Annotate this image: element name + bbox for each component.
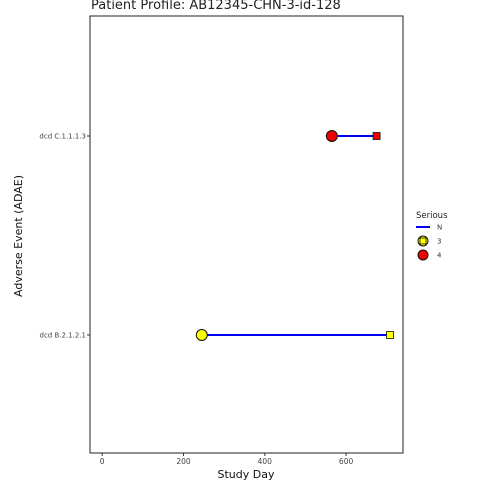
legend: Serious N 3 4 [416,211,448,261]
legend-label: 4 [437,252,442,260]
y-axis-title: Adverse Event (ADAE) [12,175,25,297]
y-tick-label: dcd B.2.1.2.1 [40,332,86,340]
x-tick-label: 200 [176,457,191,466]
legend-title: Serious [416,211,448,221]
event-start-marker [325,130,338,142]
legend-label: N [437,224,442,232]
x-tick-label: 400 [258,457,273,466]
y-tick-label: dcd C.1.1.1.3 [39,133,86,141]
series-layer [195,130,394,341]
y-axis: dcd C.1.1.1.3 dcd B.2.1.2.1 [39,133,90,340]
legend-label: 3 [437,238,441,246]
x-axis-title: Study Day [218,468,275,480]
x-tick-label: 0 [100,457,105,466]
legend-marker-key [417,249,429,261]
x-tick-label: 600 [339,457,354,466]
plot-panel [89,15,404,454]
event-end-marker [372,132,381,140]
chart-title: Patient Profile: AB12345-CHN-3-id-128 [91,0,341,13]
event-end-marker [386,331,394,339]
legend-square-key [419,237,427,245]
event-start-marker [195,329,208,341]
x-axis: 0 200 400 600 [100,453,354,466]
